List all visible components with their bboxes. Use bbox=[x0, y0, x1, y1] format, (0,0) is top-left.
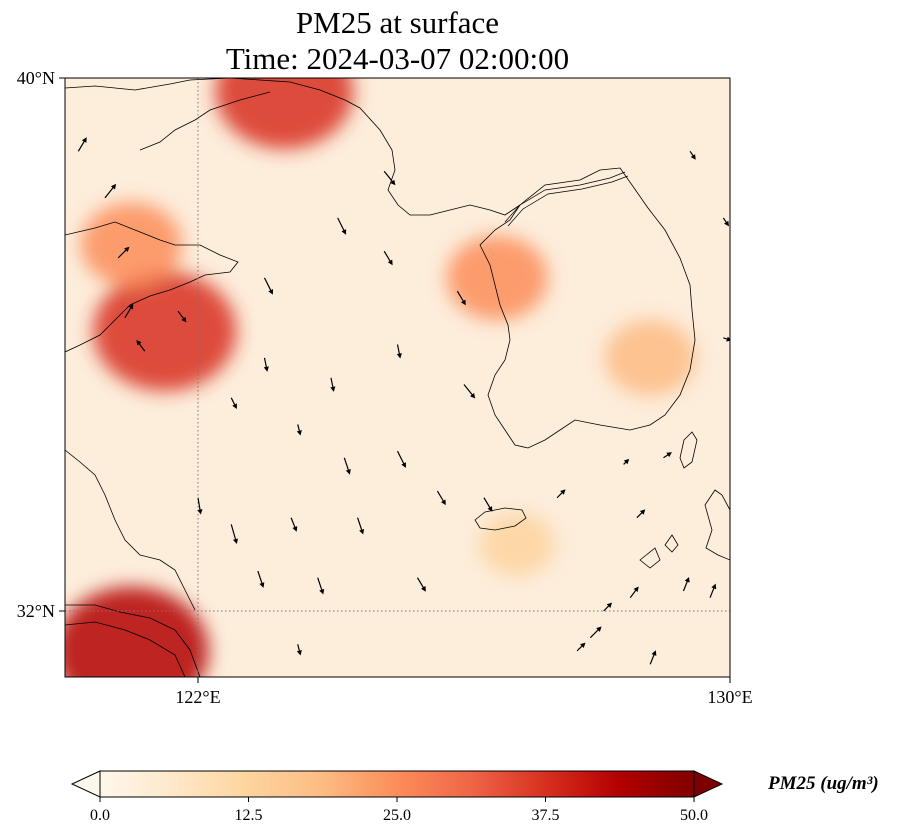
wind-arrow bbox=[357, 517, 365, 535]
wind-arrow bbox=[682, 577, 690, 592]
lon-tick-130e: 130°E bbox=[707, 687, 752, 707]
pm25-hotspots bbox=[65, 78, 696, 677]
colorbar-extend-min bbox=[70, 770, 101, 798]
gridlines bbox=[65, 78, 730, 677]
wind-arrow bbox=[263, 277, 273, 295]
coastlines bbox=[65, 78, 730, 677]
coastline-kyushu bbox=[704, 489, 730, 561]
colorbar-gradient bbox=[99, 770, 695, 798]
wind-arrow bbox=[456, 290, 466, 306]
wind-arrow bbox=[636, 509, 646, 519]
wind-arrow bbox=[589, 626, 602, 639]
border-line bbox=[504, 171, 626, 223]
pm25-hotspot bbox=[446, 235, 548, 321]
pm25-hotspot bbox=[215, 78, 354, 149]
axis-ticks bbox=[59, 77, 731, 683]
pm25-hotspot bbox=[604, 320, 696, 396]
wind-arrow bbox=[197, 497, 203, 515]
plot-title-variable: PM25 at surface bbox=[295, 5, 500, 40]
colorbar-tick-50: 50.0 bbox=[680, 807, 708, 824]
map-frame bbox=[64, 77, 731, 678]
wind-arrow bbox=[230, 524, 238, 544]
wind-vectors bbox=[77, 137, 730, 665]
pm25-hotspot bbox=[479, 513, 555, 576]
colorbar-tick-12-5: 12.5 bbox=[235, 807, 263, 824]
pm25-hotspot bbox=[80, 202, 183, 287]
wind-arrow bbox=[723, 336, 730, 342]
wind-arrow bbox=[603, 602, 613, 612]
pm25-hotspot bbox=[65, 586, 209, 677]
wind-arrow bbox=[263, 357, 269, 372]
colorbar-tick-37-5: 37.5 bbox=[532, 807, 560, 824]
coastline-tsushima bbox=[679, 431, 698, 469]
wind-arrow bbox=[663, 452, 672, 459]
wind-arrow bbox=[317, 577, 325, 595]
wind-arrow bbox=[396, 450, 406, 468]
coastline-korea-west bbox=[479, 167, 696, 449]
colorbar: 0.0 12.5 25.0 37.5 50.0 bbox=[70, 770, 724, 824]
wind-arrow bbox=[396, 344, 402, 359]
wind-arrow bbox=[337, 217, 347, 235]
wind-arrow bbox=[136, 339, 146, 352]
wind-arrow bbox=[290, 517, 298, 532]
wind-arrow bbox=[463, 384, 476, 399]
wind-arrow bbox=[649, 650, 657, 665]
wind-arrow bbox=[416, 577, 426, 592]
plot-title-time: Time: 2024-03-07 02:00:00 bbox=[225, 41, 570, 76]
colorbar-title: PM25 (ug/m³) bbox=[768, 773, 879, 794]
wind-arrow bbox=[77, 137, 87, 152]
lat-tick-32n: 32°N bbox=[17, 601, 55, 621]
colorbar-tick-0: 0.0 bbox=[90, 807, 110, 824]
wind-arrow bbox=[104, 183, 117, 199]
wind-arrow bbox=[436, 490, 446, 506]
wind-arrow bbox=[483, 497, 493, 512]
wind-arrow bbox=[296, 644, 302, 656]
coastline-yangtze-south bbox=[65, 621, 186, 677]
colorbar-tick-25: 25.0 bbox=[383, 807, 411, 824]
wind-arrow bbox=[296, 424, 302, 436]
pm25-hotspot bbox=[92, 271, 237, 391]
coastline-yangtze bbox=[65, 604, 201, 677]
coastline-goto bbox=[639, 547, 661, 569]
coastline-jiangsu bbox=[65, 449, 196, 611]
wind-arrow bbox=[623, 458, 630, 465]
wind-arrow bbox=[177, 310, 187, 323]
wind-arrow bbox=[257, 570, 265, 588]
coastline-shandong bbox=[65, 221, 239, 353]
pm25-field bbox=[65, 78, 730, 677]
wind-arrow bbox=[556, 489, 566, 499]
wind-arrow bbox=[383, 250, 393, 266]
wind-arrow bbox=[230, 397, 237, 409]
lon-tick-122e: 122°E bbox=[175, 687, 220, 707]
wind-arrow bbox=[722, 217, 729, 227]
wind-arrow bbox=[330, 377, 336, 392]
wind-arrow bbox=[709, 583, 717, 598]
wind-arrow bbox=[117, 246, 130, 259]
wind-arrow bbox=[124, 303, 134, 319]
coastline-bohai bbox=[139, 91, 271, 151]
wind-arrow bbox=[343, 457, 351, 475]
wind-arrow bbox=[689, 150, 696, 160]
coastline-north-china bbox=[65, 78, 581, 216]
lat-tick-40n: 40°N bbox=[17, 68, 55, 88]
wind-arrow bbox=[576, 642, 586, 652]
wind-arrow bbox=[383, 170, 396, 186]
wind-arrow bbox=[629, 586, 639, 599]
colorbar-extend-max bbox=[693, 770, 724, 798]
